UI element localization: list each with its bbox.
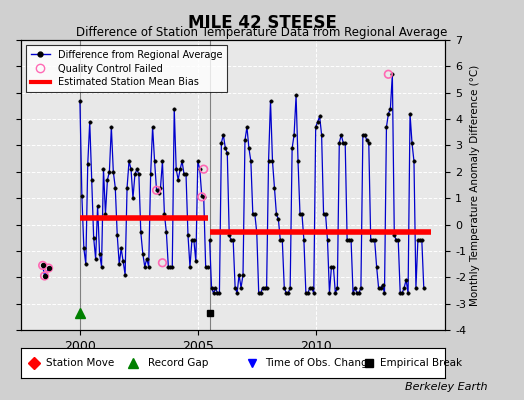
Legend: Difference from Regional Average, Quality Control Failed, Estimated Station Mean: Difference from Regional Average, Qualit… [26, 45, 227, 92]
Point [38, 262, 47, 269]
Text: MILE 42 STEESE: MILE 42 STEESE [188, 14, 336, 32]
Text: Difference of Station Temperature Data from Regional Average: Difference of Station Temperature Data f… [77, 26, 447, 39]
Point [40, 273, 49, 279]
Text: Empirical Break: Empirical Break [379, 358, 462, 368]
Text: Time of Obs. Change: Time of Obs. Change [265, 358, 374, 368]
Y-axis label: Monthly Temperature Anomaly Difference (°C): Monthly Temperature Anomaly Difference (… [471, 64, 481, 306]
Point [45, 265, 53, 271]
Point [198, 194, 206, 200]
Text: Berkeley Earth: Berkeley Earth [405, 382, 487, 392]
Text: Station Move: Station Move [47, 358, 115, 368]
Point [384, 71, 392, 78]
Point [152, 187, 161, 194]
Point [40, 273, 49, 279]
Point [45, 265, 53, 271]
Point [200, 166, 208, 172]
Point [38, 262, 47, 269]
Point [158, 260, 167, 266]
Text: Record Gap: Record Gap [148, 358, 209, 368]
